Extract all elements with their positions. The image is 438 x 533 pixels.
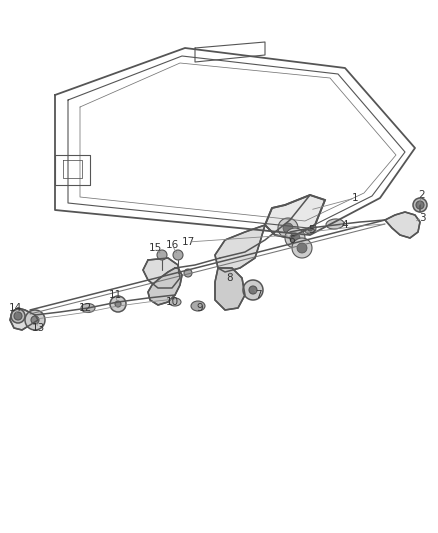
Text: 14: 14 <box>8 303 21 313</box>
Circle shape <box>243 280 262 300</box>
Circle shape <box>110 296 126 312</box>
Circle shape <box>11 309 25 323</box>
Text: 6: 6 <box>288 235 295 245</box>
Circle shape <box>184 269 191 277</box>
Circle shape <box>277 218 297 238</box>
Circle shape <box>115 301 121 307</box>
Circle shape <box>306 225 312 231</box>
Text: 3: 3 <box>418 213 424 223</box>
Ellipse shape <box>191 301 205 311</box>
Circle shape <box>303 222 315 234</box>
Circle shape <box>248 286 256 294</box>
Text: 4: 4 <box>341 220 347 230</box>
Circle shape <box>173 250 183 260</box>
Text: 7: 7 <box>254 290 261 300</box>
Circle shape <box>290 233 299 243</box>
Circle shape <box>284 228 304 248</box>
Text: 5: 5 <box>308 225 314 235</box>
Text: 13: 13 <box>31 323 45 333</box>
Polygon shape <box>265 195 324 238</box>
Polygon shape <box>10 308 38 330</box>
Text: 2: 2 <box>418 190 424 200</box>
Circle shape <box>283 223 292 233</box>
Text: 8: 8 <box>226 273 233 283</box>
Ellipse shape <box>81 303 95 312</box>
Text: 17: 17 <box>181 237 194 247</box>
Circle shape <box>157 250 166 260</box>
Polygon shape <box>215 268 244 310</box>
Text: 12: 12 <box>78 303 92 313</box>
Text: 16: 16 <box>165 240 178 250</box>
Circle shape <box>31 316 39 324</box>
Ellipse shape <box>325 219 343 229</box>
Text: 10: 10 <box>165 297 178 307</box>
Circle shape <box>412 198 426 212</box>
Ellipse shape <box>169 298 180 306</box>
Text: 9: 9 <box>196 303 203 313</box>
Circle shape <box>297 243 306 253</box>
Polygon shape <box>384 212 419 238</box>
Polygon shape <box>215 225 265 272</box>
Polygon shape <box>143 258 180 288</box>
Text: 15: 15 <box>148 243 161 253</box>
Circle shape <box>25 310 45 330</box>
Ellipse shape <box>283 231 295 239</box>
Circle shape <box>14 312 22 320</box>
Polygon shape <box>148 268 182 305</box>
Circle shape <box>291 238 311 258</box>
Text: 1: 1 <box>351 193 357 203</box>
Circle shape <box>415 201 423 209</box>
Text: 11: 11 <box>108 290 121 300</box>
